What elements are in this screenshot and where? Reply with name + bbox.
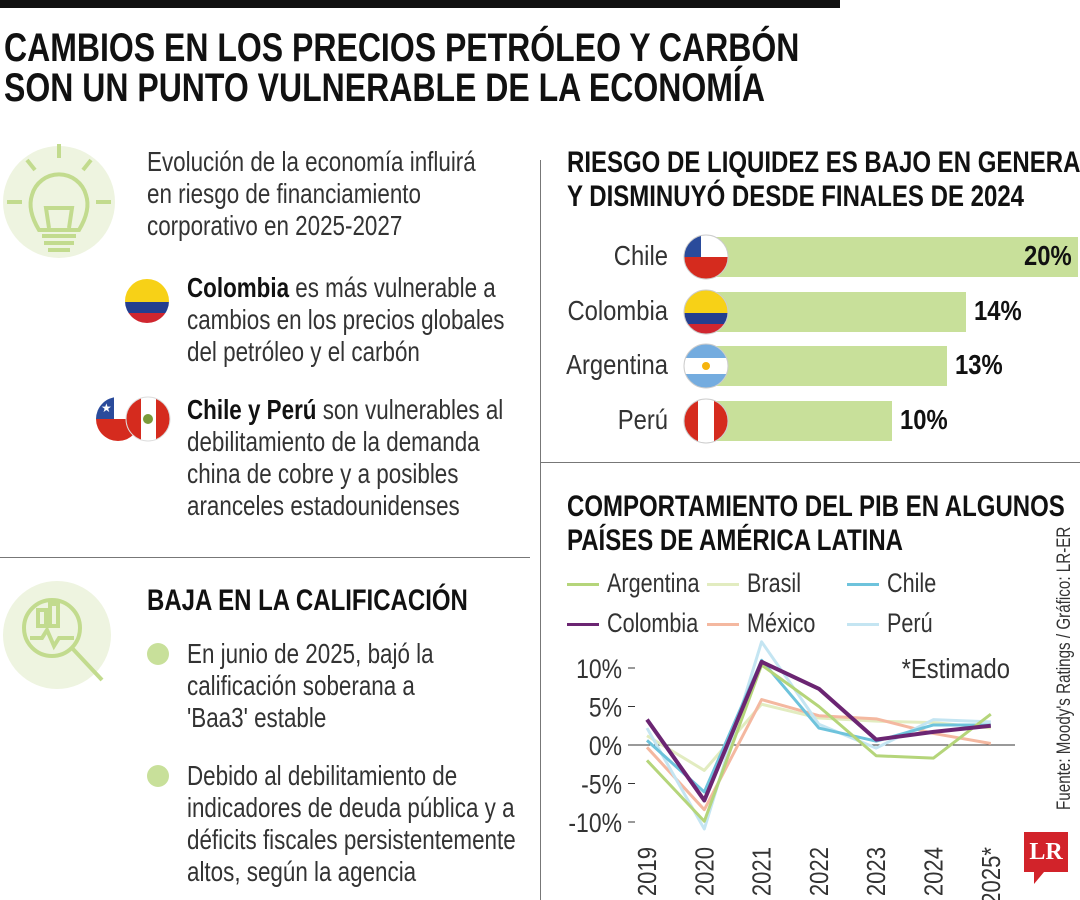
- bar-label: Chile: [613, 240, 668, 271]
- x-tick-label: 2024: [920, 847, 949, 896]
- flag-icon: [683, 398, 729, 443]
- legend-label: Colombia: [607, 608, 699, 638]
- bar-label: Colombia: [567, 294, 668, 326]
- legend-swatch: [847, 623, 879, 626]
- legend-swatch: [567, 583, 599, 586]
- colombia-flag-icon: [125, 279, 169, 323]
- vertical-divider: [540, 160, 541, 900]
- y-tick-label: -10%: [568, 808, 622, 838]
- y-tick-label: 10%: [576, 654, 622, 684]
- page-title: CAMBIOS EN LOS PRECIOS PETRÓLEO Y CARBÓN…: [4, 26, 800, 110]
- series-line-perú: [645, 640, 991, 831]
- rating-item: En junio de 2025, bajó la calificación so…: [187, 638, 434, 733]
- bar-value-label: 13%: [955, 349, 1004, 380]
- series-line-chile: [645, 658, 991, 794]
- line-chart: 10% 5% 0% -5% -10% 2019 2020 2021 2022 2023 2024 20…: [568, 640, 1015, 900]
- bar: [705, 400, 892, 441]
- series-line-argentina: [645, 663, 992, 823]
- legend-label: México: [747, 608, 816, 638]
- top-bar: [0, 0, 840, 8]
- chile-peru-note: Chile y Perú son vulnerables al debilita…: [187, 394, 504, 521]
- rating-heading: BAJA EN LA CALIFICACIÓN: [147, 584, 468, 617]
- source-note: Fuente: Moody's Ratings / Gráfico: LR-ER: [1054, 526, 1075, 810]
- legend-label: Brasil: [747, 568, 802, 598]
- flag-icon: [683, 289, 729, 334]
- y-tick-label: 5%: [589, 693, 622, 723]
- series-line-colombia: [645, 659, 992, 803]
- legend-swatch: [707, 583, 739, 586]
- x-tick-label: 2019: [633, 847, 662, 896]
- svg-text:★: ★: [101, 401, 112, 415]
- bar-value-label: 20%: [1024, 240, 1072, 271]
- lr-logo-tail: [1034, 872, 1044, 884]
- legend-swatch: [567, 623, 599, 626]
- legend-label: Chile: [887, 568, 937, 598]
- flag-icon: [683, 234, 729, 280]
- y-tick-label: 0%: [589, 731, 622, 761]
- lr-logo: LR: [1024, 832, 1068, 872]
- estimate-annotation: *Estimado: [902, 652, 1010, 684]
- x-tick-label: 2023: [863, 847, 892, 896]
- legend-label: Perú: [887, 608, 933, 638]
- legend-swatch: [847, 583, 879, 586]
- bar-chart-title: RIESGO DE LIQUIDEZ ES BAJO EN GENERAL Y D…: [567, 146, 1080, 213]
- series-line-brasil: [646, 702, 991, 772]
- x-tick-label: 2025*: [977, 847, 1006, 900]
- divider: [0, 557, 530, 558]
- line-chart-title: COMPORTAMIENTO DEL PIB EN ALGUNOS PAÍSES …: [567, 490, 1065, 557]
- x-tick-label: 2021: [748, 847, 777, 896]
- bar-value-label: 10%: [899, 403, 948, 435]
- legend-swatch: [707, 623, 739, 626]
- bullet-icon: [147, 765, 169, 787]
- divider: [540, 462, 1080, 463]
- flag-icon: [683, 343, 729, 389]
- bar: [705, 346, 948, 386]
- lightbulb-icon: [3, 144, 115, 258]
- legend-label: Argentina: [607, 568, 700, 598]
- bar-label: Perú: [617, 403, 668, 435]
- rating-item: Debido al debilitamiento de indicadores d…: [187, 760, 516, 887]
- bar: [705, 291, 967, 332]
- bar-label: Argentina: [566, 349, 668, 380]
- colombia-note: Colombia es más vulnerable a cambios en …: [187, 272, 505, 367]
- intro-text: Evolución de la economía influirá en ries…: [147, 146, 476, 241]
- bar: [705, 237, 1078, 277]
- magnifier-chart-icon: [3, 581, 111, 689]
- bar-value-label: 14%: [974, 294, 1022, 326]
- chile-peru-flags-icon: ★: [96, 396, 171, 442]
- y-tick-label: -5%: [581, 770, 622, 800]
- x-tick-label: 2020: [691, 847, 720, 896]
- x-tick-label: 2022: [805, 847, 834, 896]
- bullet-icon: [147, 643, 169, 665]
